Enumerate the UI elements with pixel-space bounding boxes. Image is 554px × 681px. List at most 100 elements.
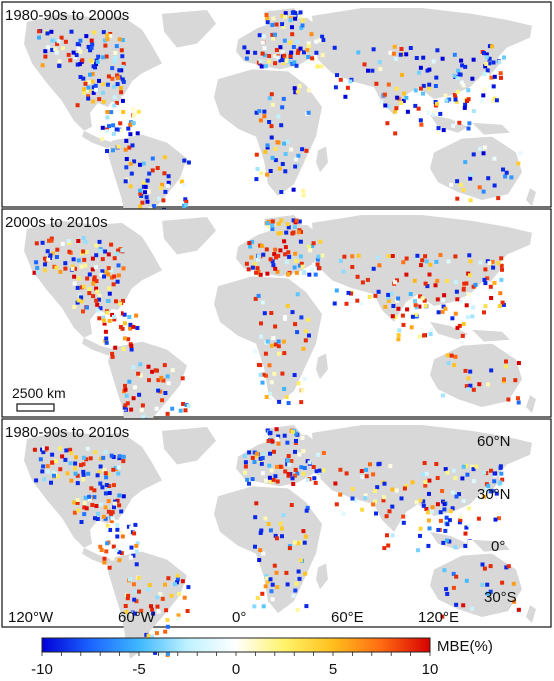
- station-marker: [143, 184, 148, 189]
- station-marker: [82, 87, 87, 92]
- station-marker: [477, 382, 482, 387]
- station-marker: [287, 462, 292, 467]
- station-marker: [311, 241, 316, 246]
- station-marker: [124, 393, 129, 398]
- station-marker: [183, 197, 188, 202]
- station-marker: [121, 38, 125, 42]
- longitude-label: 120°E: [418, 609, 459, 626]
- station-marker: [349, 291, 353, 296]
- station-marker: [86, 96, 91, 101]
- station-marker: [292, 540, 297, 545]
- station-marker: [501, 302, 506, 307]
- station-marker: [112, 314, 116, 319]
- station-marker: [295, 292, 300, 297]
- station-marker: [278, 248, 283, 253]
- station-marker: [112, 59, 117, 64]
- map-panel: 1980-90s to 2010s: [1, 418, 552, 659]
- station-marker: [81, 249, 86, 254]
- station-marker: [483, 304, 488, 309]
- station-marker: [69, 451, 74, 456]
- station-marker: [295, 39, 300, 44]
- station-marker: [277, 166, 282, 171]
- station-marker: [454, 289, 459, 294]
- station-marker: [446, 361, 451, 366]
- station-marker: [112, 505, 116, 510]
- station-marker: [300, 147, 305, 152]
- station-marker: [70, 266, 75, 271]
- station-marker: [156, 388, 161, 393]
- station-marker: [431, 112, 436, 117]
- station-marker: [123, 336, 127, 341]
- station-marker: [282, 141, 287, 146]
- station-marker: [447, 539, 452, 544]
- station-marker: [295, 50, 300, 55]
- station-marker: [408, 46, 413, 50]
- station-marker: [115, 279, 120, 284]
- station-marker: [449, 353, 454, 358]
- station-marker: [314, 39, 319, 44]
- station-marker: [436, 528, 441, 532]
- station-marker: [471, 152, 476, 157]
- station-marker: [396, 333, 401, 338]
- station-marker: [40, 469, 45, 474]
- station-marker: [50, 38, 55, 43]
- station-marker: [288, 18, 293, 23]
- longitude-label: 120°W: [8, 609, 54, 626]
- station-marker: [104, 129, 109, 134]
- station-marker: [468, 383, 473, 388]
- station-marker: [122, 312, 127, 317]
- station-marker: [275, 269, 280, 274]
- station-marker: [99, 502, 103, 507]
- station-marker: [371, 502, 376, 507]
- station-marker: [131, 121, 136, 126]
- station-marker: [120, 54, 125, 59]
- station-marker: [374, 511, 378, 516]
- station-marker: [422, 298, 427, 303]
- station-marker: [176, 616, 181, 621]
- station-marker: [248, 244, 253, 249]
- station-marker: [303, 534, 308, 539]
- station-marker: [106, 272, 111, 277]
- station-marker: [413, 103, 418, 108]
- station-marker: [301, 193, 306, 198]
- station-marker: [91, 281, 96, 286]
- station-marker: [262, 311, 267, 316]
- station-marker: [285, 458, 290, 463]
- station-marker: [466, 97, 471, 102]
- station-marker: [93, 65, 97, 70]
- station-marker: [378, 67, 383, 71]
- station-marker: [268, 451, 272, 456]
- station-marker: [252, 460, 257, 464]
- station-marker: [170, 406, 175, 411]
- station-marker: [375, 485, 380, 490]
- station-marker: [97, 293, 102, 298]
- station-marker: [86, 94, 91, 99]
- station-marker: [386, 295, 391, 300]
- station-marker: [94, 279, 99, 284]
- station-marker: [300, 23, 305, 28]
- station-marker: [315, 452, 320, 457]
- station-marker: [497, 304, 502, 309]
- station-marker: [54, 459, 58, 464]
- station-marker: [393, 315, 398, 320]
- station-marker: [265, 579, 270, 584]
- station-marker: [105, 541, 110, 546]
- station-marker: [96, 54, 101, 59]
- station-marker: [461, 499, 466, 503]
- station-marker: [441, 540, 446, 545]
- station-marker: [258, 548, 263, 553]
- station-marker: [65, 471, 70, 476]
- station-marker: [393, 131, 398, 136]
- station-marker: [509, 175, 514, 180]
- station-marker: [312, 476, 317, 481]
- station-marker: [109, 268, 114, 273]
- station-marker: [92, 30, 97, 35]
- station-marker: [87, 287, 92, 292]
- latitude-label: 0°: [491, 538, 505, 555]
- station-marker: [292, 60, 297, 65]
- station-marker: [104, 340, 109, 345]
- station-marker: [98, 456, 103, 461]
- station-marker: [73, 466, 77, 471]
- station-marker: [272, 449, 276, 454]
- station-marker: [302, 50, 306, 55]
